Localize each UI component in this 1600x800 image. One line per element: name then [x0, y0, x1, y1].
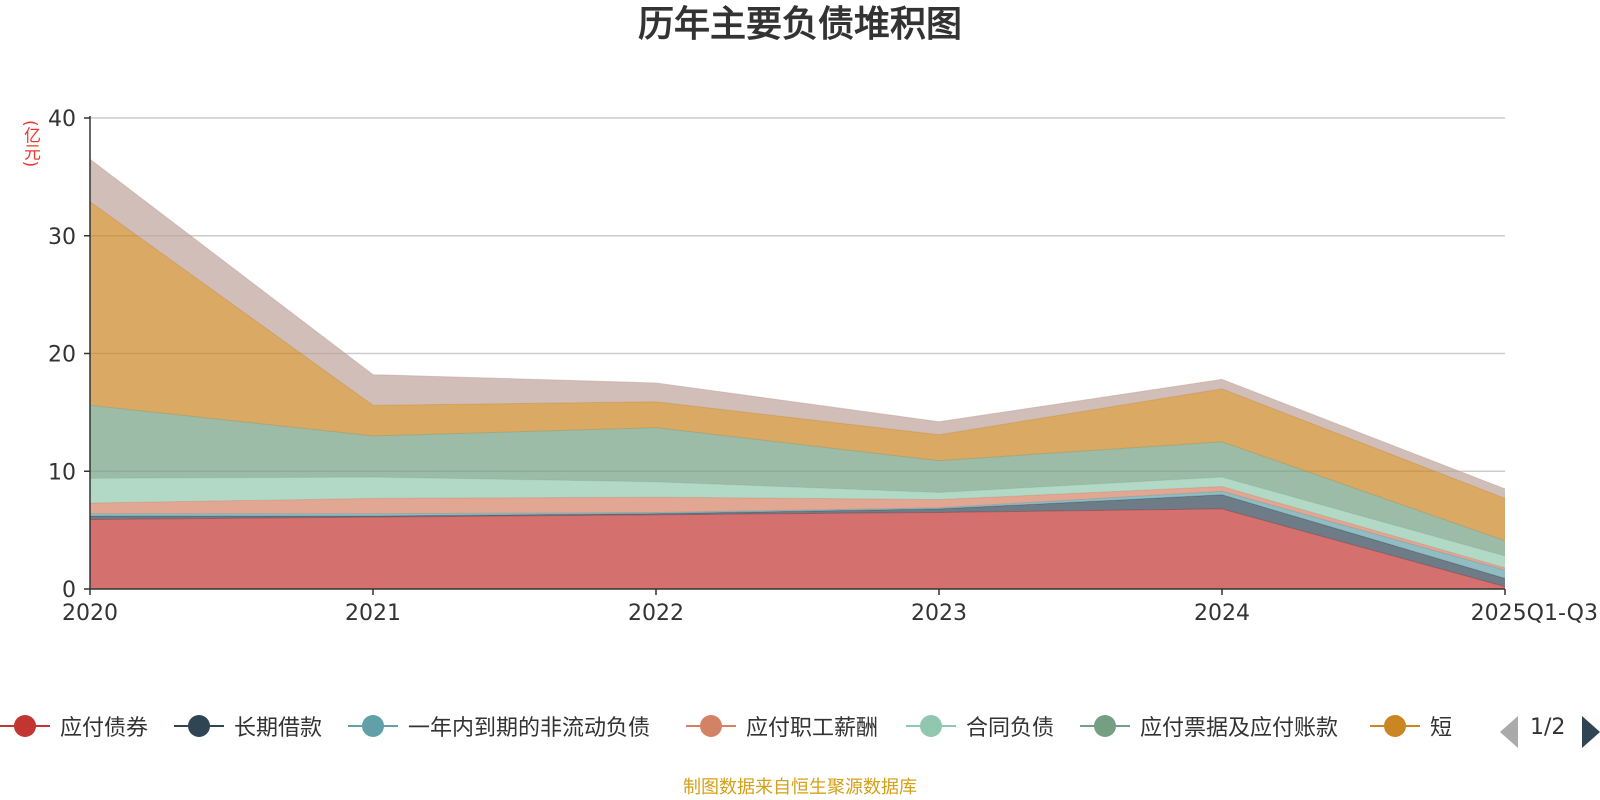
- y-axis-unit-label: (亿元): [20, 120, 40, 168]
- stacked-area-chart: 0 10 20 30 40 2020 2021 2022 2023 2024 2025Q1-Q3: [48, 107, 1598, 626]
- y-tick-label: 30: [48, 225, 76, 250]
- area-series-合同负债: [90, 477, 1505, 568]
- legend-label: 应付票据及应付账款: [1140, 716, 1339, 741]
- legend-swatch-icon: [174, 708, 224, 744]
- legend-page-indicator: 1/2: [1530, 715, 1566, 740]
- legend-item-长期借款[interactable]: 长期借款: [174, 708, 322, 744]
- legend-pager: 1/2: [1500, 712, 1600, 748]
- legend-label: 一年内到期的非流动负债: [408, 716, 651, 741]
- legend-next-page-icon[interactable]: [1582, 716, 1600, 748]
- legend-swatch-icon: [348, 708, 398, 744]
- legend-label: 应付职工薪酬: [746, 716, 879, 741]
- legend-swatch-icon: [686, 708, 736, 744]
- y-tick-label: 40: [48, 107, 76, 132]
- area-edge-合同负债: [89, 476, 1506, 557]
- x-tick-label: 2020: [62, 601, 118, 626]
- legend: 应付债券 长期借款 一年内到期的非流动负债 应付职工薪酬 合同负债 应付票据及应…: [0, 708, 1600, 744]
- chart-title: 历年主要负债堆积图: [637, 4, 962, 45]
- legend-item-合同负债[interactable]: 合同负债: [906, 708, 1054, 744]
- data-source-note: 制图数据来自恒生聚源数据库: [683, 777, 917, 798]
- area-series-应付票据及应付账款: [90, 405, 1505, 557]
- legend-item-应付职工薪酬[interactable]: 应付职工薪酬: [686, 708, 878, 744]
- legend-item-短期借款[interactable]: 短: [1370, 708, 1452, 744]
- y-tick-label: 20: [48, 343, 76, 368]
- legend-item-应付票据及应付账款[interactable]: 应付票据及应付账款: [1080, 708, 1338, 744]
- area-series-group: [89, 158, 1506, 589]
- legend-swatch-icon: [906, 708, 956, 744]
- legend-swatch-icon: [1080, 708, 1130, 744]
- area-series-应付职工薪酬: [90, 486, 1505, 571]
- y-tick-label: 10: [48, 460, 76, 485]
- x-tick-label: 2021: [345, 601, 401, 626]
- y-tick-label: 0: [62, 578, 76, 603]
- legend-item-一年内到期的非流动负债[interactable]: 一年内到期的非流动负债: [348, 708, 650, 744]
- x-tick-label: 2025Q1-Q3: [1471, 601, 1598, 626]
- legend-swatch-icon: [0, 708, 50, 744]
- x-tick-label: 2022: [628, 601, 684, 626]
- area-series-应付债券: [90, 508, 1505, 589]
- legend-label: 短: [1430, 716, 1453, 741]
- legend-label: 应付债券: [60, 716, 149, 741]
- x-tick-label: 2023: [911, 601, 967, 626]
- area-edge-其他: [89, 158, 1506, 490]
- x-tick-label: 2024: [1194, 601, 1250, 626]
- legend-item-应付债券[interactable]: 应付债券: [0, 708, 148, 744]
- legend-swatch-icon: [1370, 708, 1420, 744]
- legend-label: 合同负债: [966, 716, 1055, 741]
- legend-label: 长期借款: [234, 716, 323, 741]
- area-series-长期借款: [90, 494, 1505, 587]
- legend-prev-page-icon[interactable]: [1500, 716, 1518, 748]
- axes: 0 10 20 30 40 2020 2021 2022 2023 2024 2025Q1-Q3: [48, 107, 1598, 626]
